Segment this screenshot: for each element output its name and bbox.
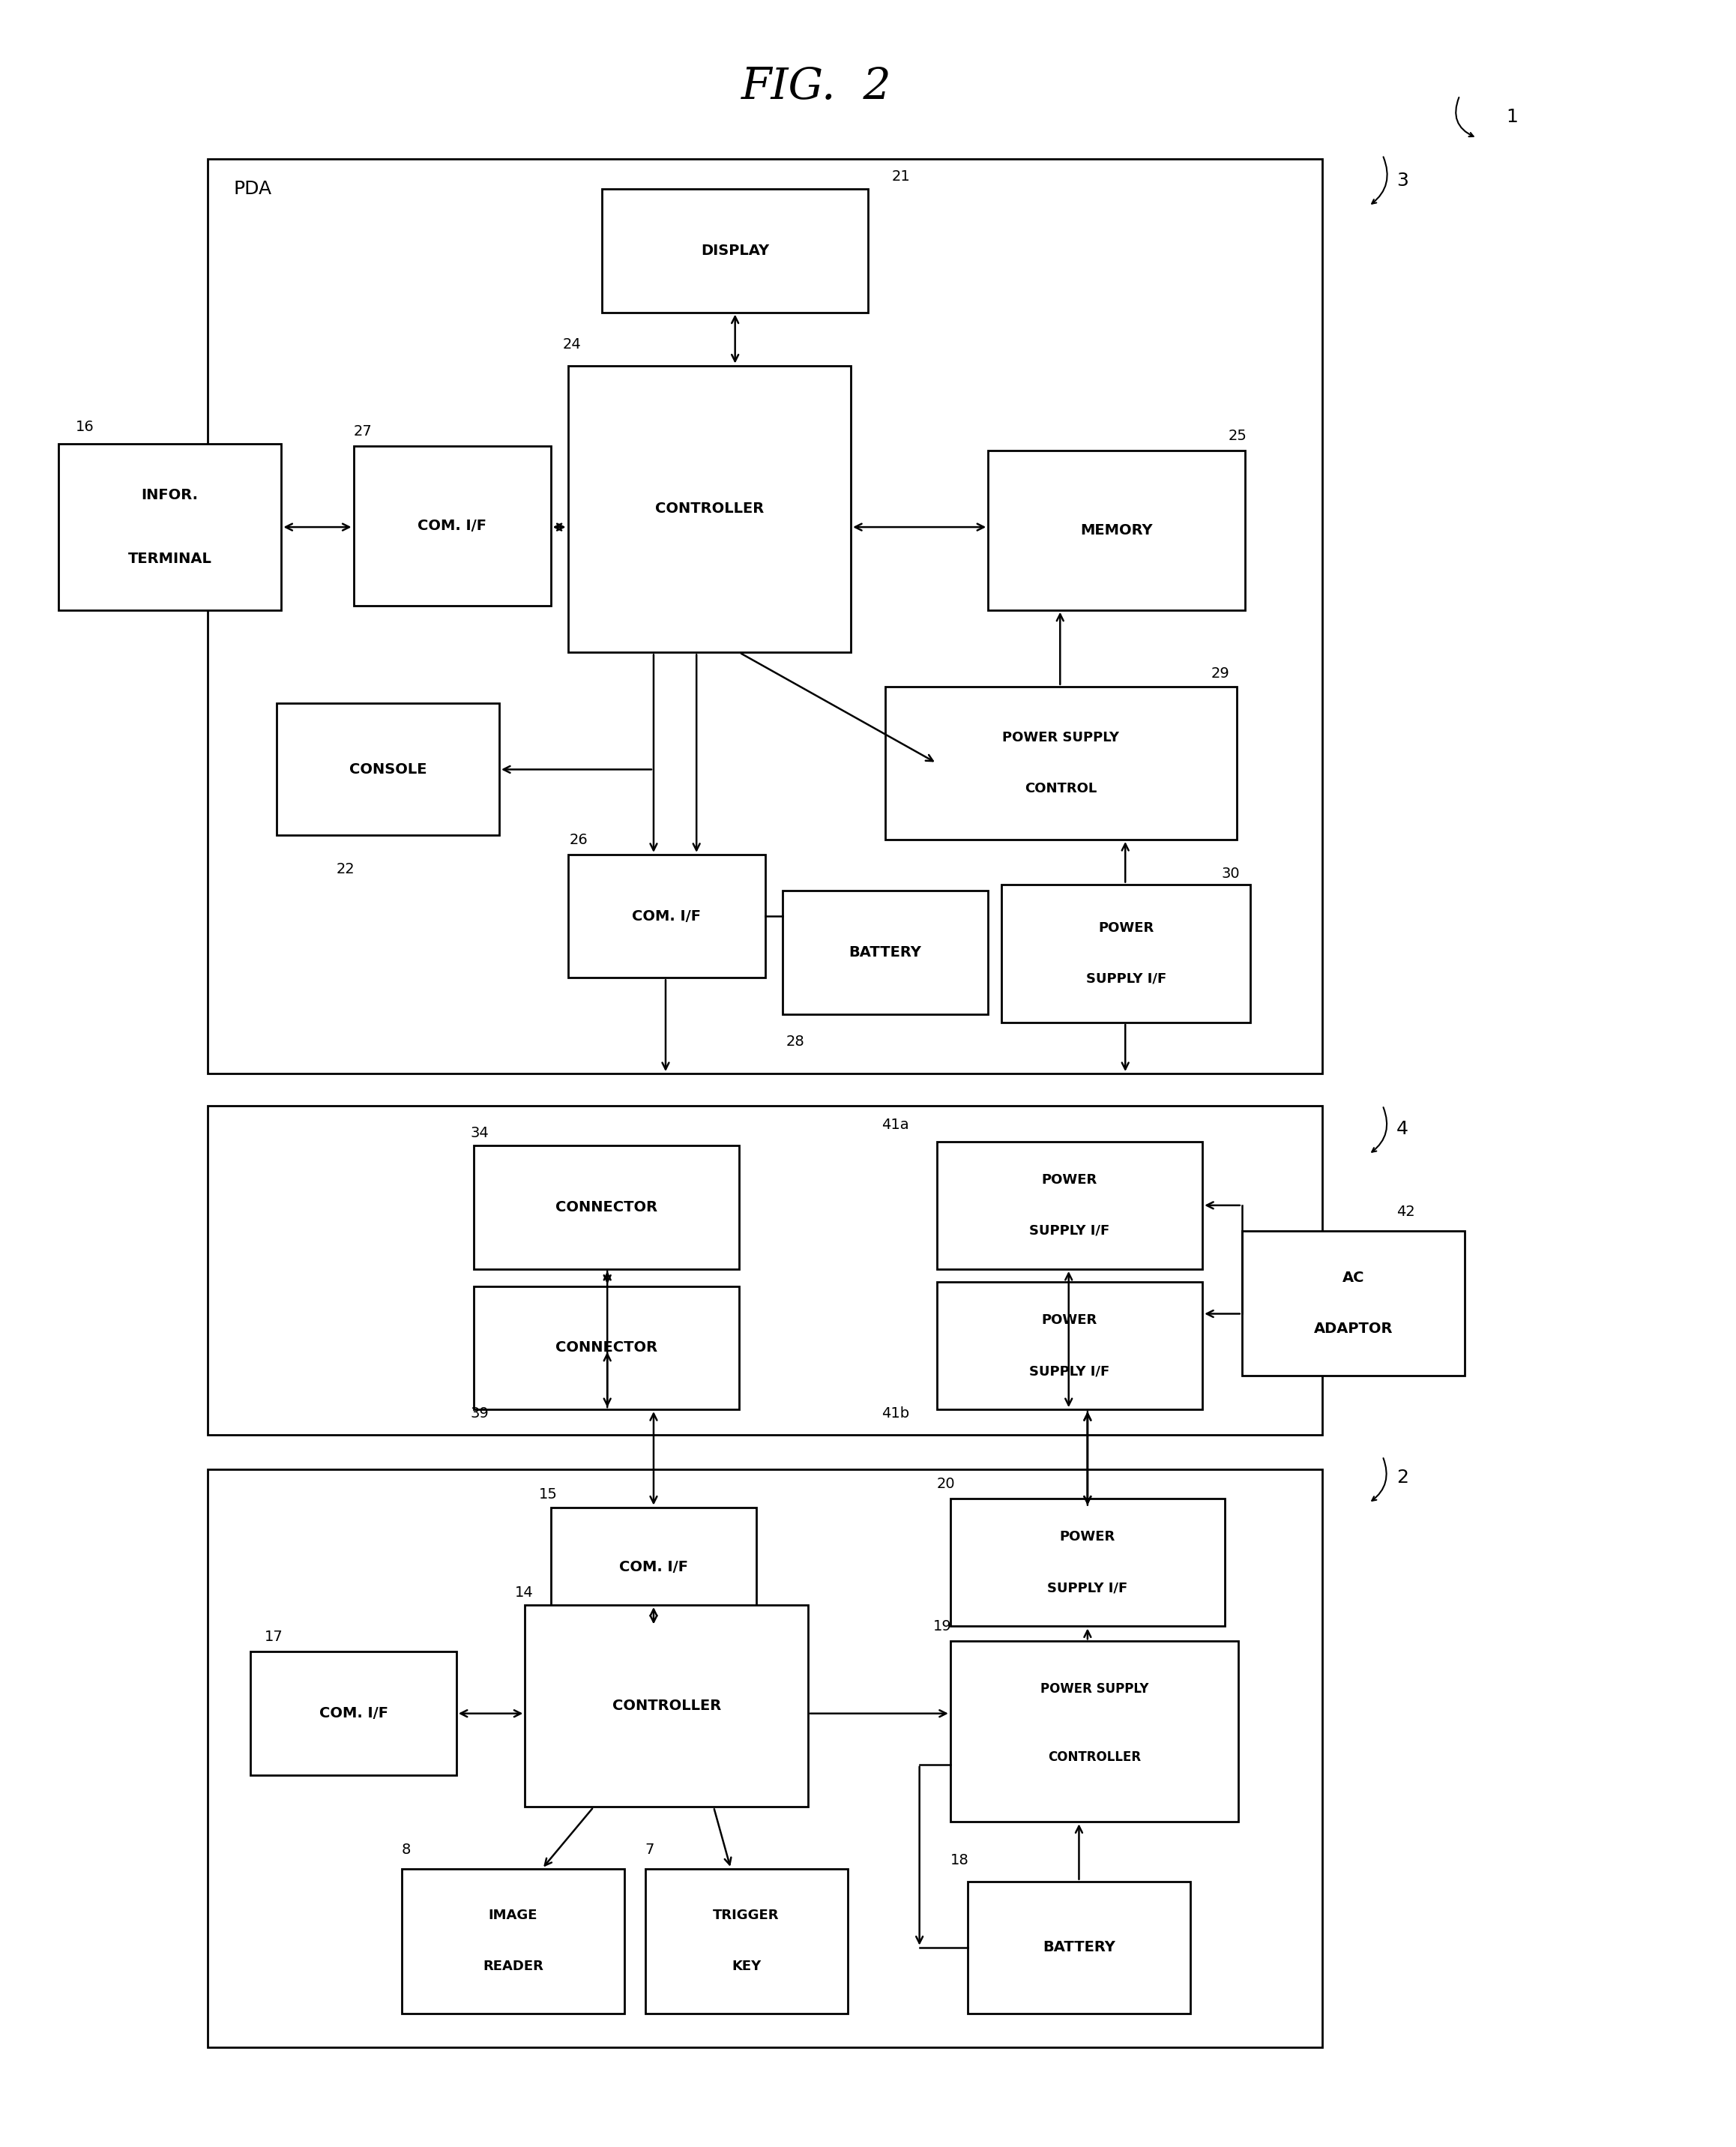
Text: INFOR.: INFOR. <box>141 487 198 502</box>
Text: POWER: POWER <box>1099 921 1154 934</box>
Bar <box>524 1606 807 1808</box>
Text: 41b: 41b <box>882 1406 910 1421</box>
Text: ADAPTOR: ADAPTOR <box>1314 1323 1392 1335</box>
Text: 18: 18 <box>950 1853 969 1868</box>
Text: BATTERY: BATTERY <box>1043 1941 1115 1954</box>
Bar <box>885 687 1236 839</box>
Bar <box>401 1868 625 2014</box>
Bar <box>568 855 766 977</box>
Text: 7: 7 <box>646 1842 654 1857</box>
Text: CONSOLE: CONSOLE <box>349 762 427 777</box>
Bar <box>550 1507 757 1625</box>
Text: 17: 17 <box>264 1630 283 1645</box>
Text: 34: 34 <box>470 1125 488 1140</box>
Text: CONTROL: CONTROL <box>1024 782 1097 794</box>
Bar <box>937 1142 1203 1269</box>
Bar <box>208 1106 1323 1434</box>
Bar <box>646 1868 847 2014</box>
Text: READER: READER <box>483 1960 543 1973</box>
Text: COM. I/F: COM. I/F <box>418 520 486 532</box>
Bar <box>59 444 281 610</box>
Text: PDA: PDA <box>233 180 273 198</box>
Bar <box>1241 1230 1465 1376</box>
Text: 15: 15 <box>538 1488 557 1501</box>
Bar <box>602 189 868 311</box>
Text: 20: 20 <box>937 1477 955 1490</box>
Text: 1: 1 <box>1507 107 1517 127</box>
Text: 16: 16 <box>76 421 94 434</box>
Text: DISPLAY: DISPLAY <box>701 243 769 258</box>
Bar <box>276 704 500 835</box>
Text: 4: 4 <box>1396 1121 1408 1138</box>
Text: KEY: KEY <box>731 1960 760 1973</box>
Text: CONTROLLER: CONTROLLER <box>654 502 764 515</box>
Text: 28: 28 <box>786 1035 804 1048</box>
Text: CONNECTOR: CONNECTOR <box>556 1200 658 1215</box>
Text: 27: 27 <box>354 425 372 438</box>
Bar <box>988 451 1245 610</box>
Text: 25: 25 <box>1227 429 1246 442</box>
Text: IMAGE: IMAGE <box>488 1909 538 1922</box>
Text: CONNECTOR: CONNECTOR <box>556 1340 658 1355</box>
Bar <box>937 1282 1203 1408</box>
Bar <box>474 1286 740 1408</box>
Text: 26: 26 <box>569 833 589 846</box>
Text: 19: 19 <box>934 1619 951 1634</box>
Text: COM. I/F: COM. I/F <box>319 1707 387 1720</box>
Text: MEMORY: MEMORY <box>1080 524 1153 537</box>
Text: POWER: POWER <box>1059 1531 1115 1544</box>
Bar <box>783 891 988 1013</box>
Text: POWER: POWER <box>1042 1314 1097 1327</box>
Text: FIG.  2: FIG. 2 <box>741 67 892 107</box>
Text: 39: 39 <box>470 1406 488 1421</box>
Text: 8: 8 <box>401 1842 411 1857</box>
Text: COM. I/F: COM. I/F <box>620 1559 687 1574</box>
Bar <box>950 1640 1238 1823</box>
Text: 2: 2 <box>1396 1469 1408 1486</box>
Text: TERMINAL: TERMINAL <box>128 552 212 567</box>
Text: 42: 42 <box>1396 1204 1415 1219</box>
Bar <box>967 1881 1191 2014</box>
Bar <box>568 365 851 653</box>
Text: 22: 22 <box>337 863 354 876</box>
Text: COM. I/F: COM. I/F <box>632 908 701 923</box>
Text: BATTERY: BATTERY <box>849 945 922 960</box>
Text: CONTROLLER: CONTROLLER <box>1049 1750 1141 1765</box>
Text: 30: 30 <box>1222 867 1240 880</box>
Bar <box>250 1651 457 1776</box>
Text: POWER: POWER <box>1042 1172 1097 1187</box>
Bar <box>354 447 550 605</box>
Text: SUPPLY I/F: SUPPLY I/F <box>1029 1224 1109 1237</box>
Text: SUPPLY I/F: SUPPLY I/F <box>1087 973 1167 985</box>
Bar <box>950 1499 1226 1625</box>
Bar <box>208 159 1323 1074</box>
Bar <box>474 1146 740 1269</box>
Text: 21: 21 <box>892 170 911 182</box>
Text: 14: 14 <box>514 1584 533 1600</box>
Text: CONTROLLER: CONTROLLER <box>613 1698 720 1713</box>
Text: TRIGGER: TRIGGER <box>713 1909 779 1922</box>
Bar <box>1002 885 1250 1022</box>
Text: 41a: 41a <box>882 1116 910 1131</box>
Text: POWER SUPPLY: POWER SUPPLY <box>1040 1683 1149 1696</box>
Bar <box>208 1469 1323 2048</box>
Text: 24: 24 <box>562 337 582 352</box>
Text: 29: 29 <box>1212 668 1229 681</box>
Text: SUPPLY I/F: SUPPLY I/F <box>1047 1582 1128 1595</box>
Text: POWER SUPPLY: POWER SUPPLY <box>1002 730 1120 745</box>
Text: AC: AC <box>1342 1271 1364 1284</box>
Text: SUPPLY I/F: SUPPLY I/F <box>1029 1363 1109 1378</box>
Text: 3: 3 <box>1396 172 1408 189</box>
